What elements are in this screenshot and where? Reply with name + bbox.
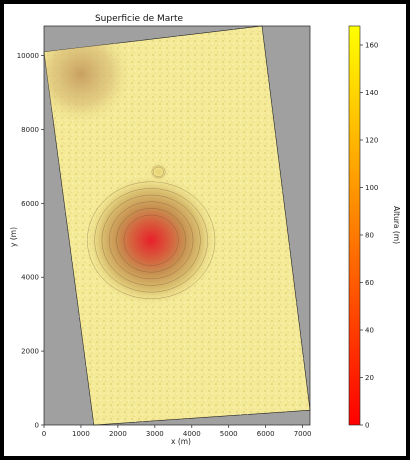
- colorbar-tick-label: 40: [365, 327, 374, 335]
- colorbar-tick-label: 100: [365, 184, 378, 192]
- y-tick-label: 10000: [17, 52, 39, 60]
- crater-ring: [101, 194, 201, 286]
- x-axis-ticks: 0 1000 2000 3000 4000 5000 6000 7000: [42, 425, 312, 438]
- colorbar-ticks: 0 20 40 60 80 100 120 140 160: [360, 42, 378, 430]
- x-axis-label: x (m): [171, 437, 191, 446]
- y-tick-label: 8000: [21, 126, 39, 134]
- colorbar: [348, 25, 361, 426]
- colorbar-tick-label: 140: [365, 89, 378, 97]
- x-tick-label: 4000: [183, 430, 201, 438]
- feature-small-crater: [145, 159, 172, 185]
- crater-ring: [116, 208, 186, 273]
- crater-ring: [151, 165, 166, 179]
- colorbar-tick-label: 120: [365, 137, 378, 145]
- surface-map: [43, 25, 311, 426]
- colorbar-tick-label: 60: [365, 279, 374, 287]
- y-axis-ticks: 0 2000 4000 6000 8000 10000: [17, 52, 44, 430]
- x-tick-label: 0: [42, 430, 46, 438]
- y-axis-label: y (m): [9, 227, 18, 247]
- chart: 0 1000 2000 3000 4000 5000 6000 7000 0200040006…: [9, 14, 401, 446]
- y-tick-label: 2000: [21, 348, 39, 356]
- colorbar-tick-label: 0: [365, 422, 369, 430]
- axes-frame: [43, 25, 311, 426]
- y-tick-label: 0: [35, 422, 39, 430]
- feature-main-crater: [84, 173, 218, 307]
- x-tick-label: 3000: [146, 430, 164, 438]
- axes-border: [43, 25, 311, 426]
- x-tick-label: 7000: [294, 430, 312, 438]
- chart-title: Superficie de Marte: [95, 14, 184, 24]
- x-tick-label: 6000: [257, 430, 275, 438]
- crater-ring: [123, 214, 179, 266]
- x-tick-label: 5000: [220, 430, 238, 438]
- crater-ring: [108, 201, 194, 280]
- x-tick-label: 2000: [109, 430, 127, 438]
- y-tick-label: 4000: [21, 274, 39, 282]
- colorbar-tick-label: 160: [365, 42, 378, 50]
- colorbar-tick-label: 20: [365, 374, 374, 382]
- figure-frame: 0 1000 2000 3000 4000 5000 6000 7000 0 2000 4000 6…: [4, 4, 406, 456]
- crater-ring: [94, 188, 208, 293]
- colorbar-tick-label: 80: [365, 232, 374, 240]
- x-tick-label: 1000: [72, 430, 90, 438]
- crater-ring: [152, 166, 165, 178]
- y-tick-label: 6000: [21, 200, 39, 208]
- colorbar-label: Altura (m): [392, 206, 401, 244]
